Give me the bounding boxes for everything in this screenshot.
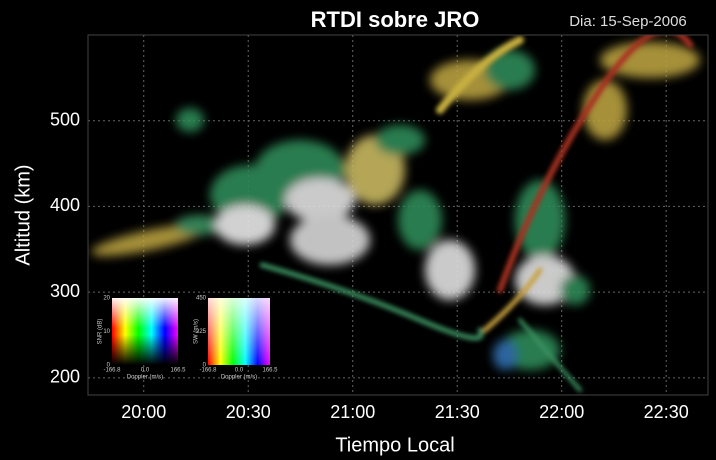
x-tick-label: 20:00 (121, 402, 166, 422)
chart-subtitle: Dia: 15-Sep-2006 (569, 13, 687, 30)
x-axis-label: Tiempo Local (335, 434, 454, 456)
key-x-tick-label: 0.0 (235, 368, 244, 374)
key-x-tick-label: 166.5 (170, 368, 186, 374)
key-x-tick-label: 0.0 (141, 368, 150, 374)
chart: RTDI sobre JRO Dia: 15-Sep-2006 Tiempo L… (0, 0, 716, 460)
x-tick-label: 21:00 (330, 402, 375, 422)
key-x-tick-label: 166.5 (262, 368, 278, 374)
y-tick-label: 200 (50, 367, 80, 387)
y-tick-label: 300 (50, 281, 80, 301)
key-y-label: SW (m/s) (194, 319, 200, 344)
y-tick-label: 400 (50, 195, 80, 215)
key-x-label: Doppler (m/s) (127, 375, 163, 381)
x-tick-label: 22:00 (539, 402, 584, 422)
chart-title: RTDI sobre JRO (311, 7, 480, 32)
key-y-label: SNR (dB) (98, 319, 104, 345)
key-y-tick-label: 20 (103, 296, 110, 302)
y-axis-label: Altitud (km) (12, 164, 34, 265)
x-tick-label: 20:30 (226, 402, 271, 422)
color-key-gradient (112, 298, 178, 365)
color-key-gradient (208, 298, 270, 365)
key-y-tick-label: 10 (103, 329, 110, 335)
x-tick-label: 21:30 (435, 402, 480, 422)
x-tick-label: 22:30 (644, 402, 689, 422)
key-y-tick-label: 450 (196, 296, 207, 302)
y-tick-label: 500 (50, 109, 80, 129)
key-x-label: Doppler (m/s) (221, 375, 257, 381)
